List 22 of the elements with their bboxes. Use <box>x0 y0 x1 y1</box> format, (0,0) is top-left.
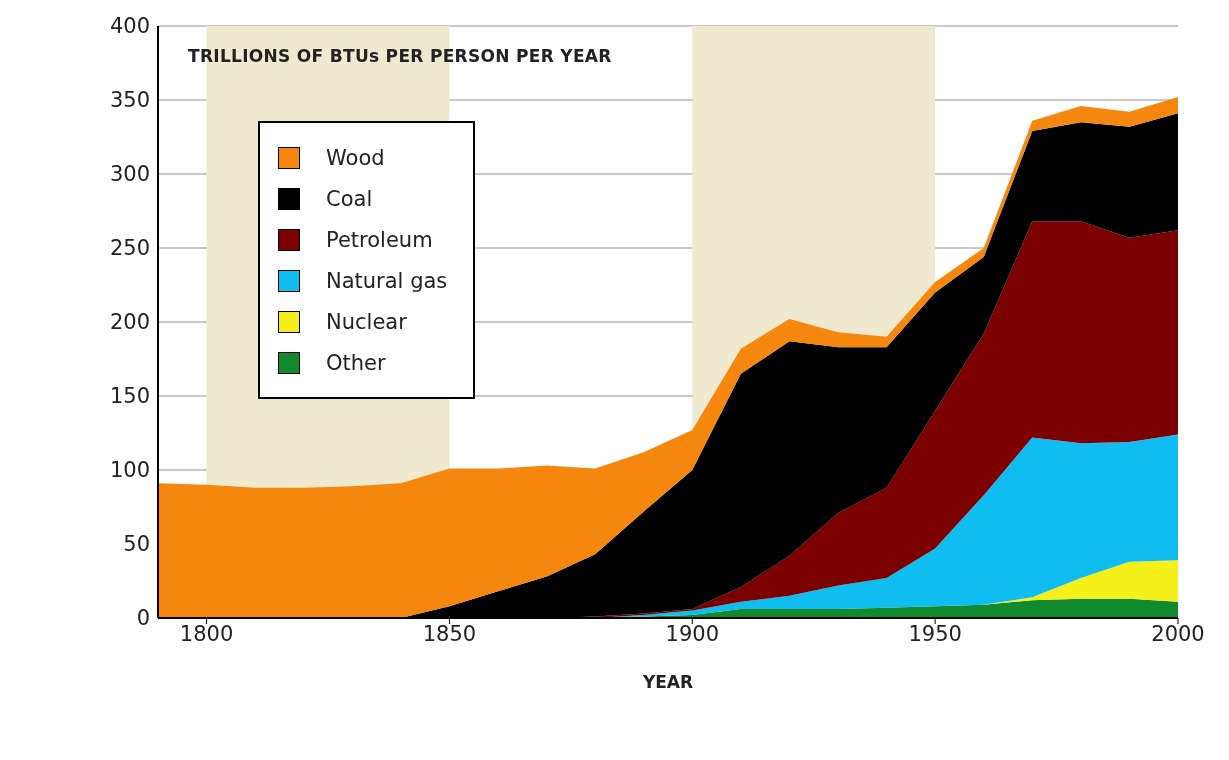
x-tick-label: 1900 <box>665 621 720 646</box>
y-tick-label: 250 <box>109 236 150 261</box>
y-tick-label: 50 <box>123 532 150 557</box>
legend-label: Petroleum <box>326 227 433 252</box>
legend-label: Other <box>326 350 386 375</box>
x-tick-label: 1950 <box>908 621 962 646</box>
x-tick-label: 2000 <box>1151 621 1205 646</box>
y-tick-label: 300 <box>109 162 150 187</box>
x-tick-label: 1800 <box>179 621 234 646</box>
y-tick-label: 400 <box>109 14 150 39</box>
y-tick-label: 0 <box>136 606 150 631</box>
legend-label: Wood <box>326 145 385 170</box>
y-tick-label: 200 <box>109 310 150 335</box>
y-tick-label: 150 <box>109 384 150 409</box>
y-tick-label: 350 <box>109 88 150 113</box>
x-tick-label: 1850 <box>422 621 477 646</box>
legend-label: Coal <box>326 186 373 211</box>
y-tick-label: 100 <box>109 458 150 483</box>
x-axis-title: YEAR <box>641 672 694 692</box>
legend-label: Natural gas <box>326 268 448 293</box>
legend-label: Nuclear <box>326 309 407 334</box>
y-axis-title: TRILLIONS OF BTUs PER PERSON PER YEAR <box>188 46 612 66</box>
